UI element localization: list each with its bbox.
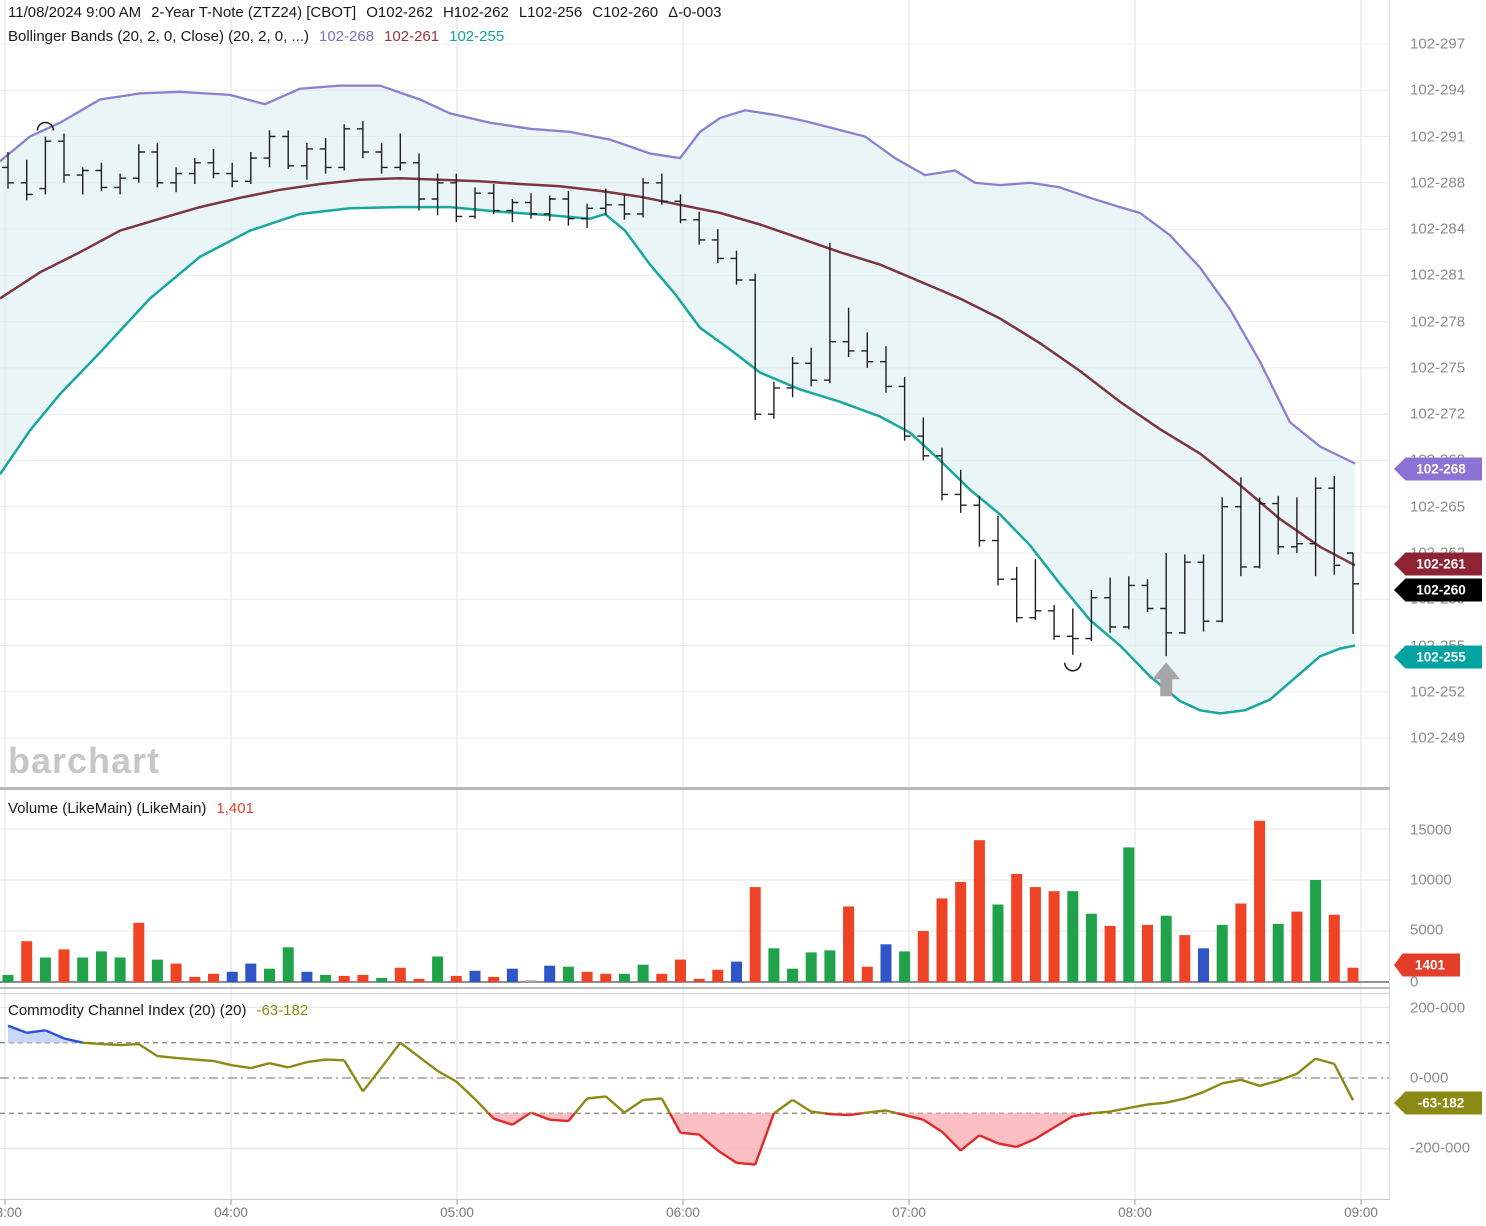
volume-label: Volume (LikeMain) (LikeMain) (8, 800, 207, 817)
time-axis-label: 03:00 (0, 1205, 22, 1220)
price-axis-label: 102-288 (1410, 174, 1466, 192)
cci-axis-label: -200-000 (1410, 1139, 1471, 1157)
volume-current-value: 1,401 (216, 800, 254, 817)
right-axis-border (1389, 0, 1390, 1200)
price-axis-label: 102-281 (1410, 266, 1466, 284)
quote-high: H102-262 (442, 4, 509, 21)
bollinger-middle-value: 102-261 (384, 28, 440, 45)
quote-open: O102-262 (366, 4, 433, 21)
price-volume-separator (0, 787, 1390, 790)
price-axis-label: 102-249 (1410, 729, 1466, 747)
cci-badge: -63-182 (1394, 1091, 1482, 1115)
volume-header: Volume (LikeMain) (LikeMain) 1,401 (8, 800, 264, 817)
cci-axis-label: 0-000 (1410, 1069, 1449, 1087)
volume-badge: 1401 (1394, 953, 1460, 977)
quote-change: Δ-0-003 (668, 4, 722, 21)
quote-low: L102-256 (518, 4, 583, 21)
cci-label: Commodity Channel Index (20) (20) (8, 1002, 247, 1019)
price-axis-label: 102-275 (1410, 359, 1466, 377)
quote-datetime: 11/08/2024 9:00 AM (8, 4, 142, 21)
price-badge: 102-268 (1394, 457, 1482, 481)
volume-cci-separator-2 (0, 993, 1390, 994)
cci-current-value: -63-182 (256, 1002, 309, 1019)
time-axis-label: 04:00 (214, 1205, 248, 1220)
price-axis-label: 102-294 (1410, 81, 1466, 99)
volume-axis-label: 10000 (1410, 871, 1452, 889)
volume-cci-separator (0, 987, 1390, 989)
price-axis-label: 102-284 (1410, 220, 1466, 238)
volume-axis-label: 5000 (1410, 921, 1444, 939)
volume-axis-label: 15000 (1410, 821, 1452, 839)
price-axis-label: 102-291 (1410, 128, 1466, 145)
volume-axis-label: 0 (1410, 973, 1419, 991)
price-axis-label: 102-265 (1410, 498, 1466, 516)
bollinger-label: Bollinger Bands (20, 2, 0, Close) (20, 2… (8, 28, 309, 45)
price-axis-label: 102-278 (1410, 313, 1466, 331)
bollinger-lower-value: 102-255 (449, 28, 505, 45)
cci-header: Commodity Channel Index (20) (20) -63-182 (8, 1002, 318, 1019)
price-badge: 102-260 (1394, 578, 1482, 602)
time-axis-label: 09:00 (1344, 1205, 1378, 1220)
quote-symbol: 2-Year T-Note (ZTZ24) [CBOT] (151, 4, 357, 21)
time-axis-label: 06:00 (666, 1205, 700, 1220)
quote-close: C102-260 (592, 4, 659, 21)
quote-header: 11/08/2024 9:00 AM 2-Year T-Note (ZTZ24) … (8, 4, 732, 21)
price-axis-label: 102-297 (1410, 35, 1466, 53)
price-axis-label: 102-252 (1410, 683, 1466, 701)
time-axis-label: 05:00 (440, 1205, 474, 1220)
barchart-watermark-logo: barchart (8, 740, 161, 781)
cci-bottom-separator (0, 1199, 1390, 1200)
cci-axis-label: 200-000 (1410, 999, 1466, 1017)
chart-canvas[interactable] (0, 0, 1390, 1226)
price-axis-label: 102-272 (1410, 405, 1466, 423)
bollinger-upper-value: 102-268 (318, 28, 375, 45)
indicator-header: Bollinger Bands (20, 2, 0, Close) (20, 2… (8, 28, 514, 45)
price-badge: 102-261 (1394, 552, 1482, 576)
time-axis-label: 07:00 (892, 1205, 926, 1220)
time-axis-label: 08:00 (1118, 1205, 1152, 1220)
price-badge: 102-255 (1394, 645, 1482, 669)
